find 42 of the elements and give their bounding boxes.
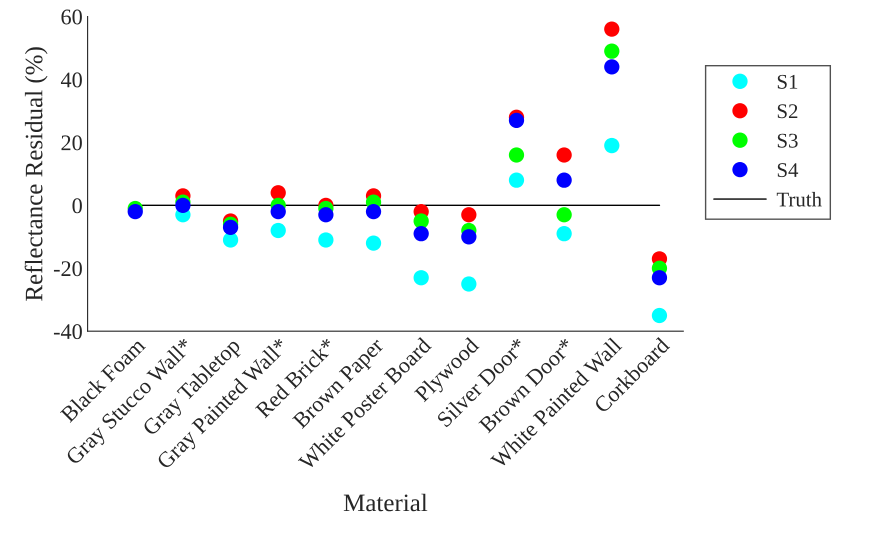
point [604, 44, 620, 59]
legend-label: Truth [776, 192, 822, 207]
point [556, 147, 572, 163]
point [461, 229, 476, 244]
legend-label: S1 [778, 74, 798, 89]
point [604, 59, 620, 75]
legend-label: S3 [778, 134, 798, 148]
point [604, 22, 620, 37]
point [414, 226, 429, 242]
x-axis-title: Material [344, 494, 428, 512]
point [366, 204, 382, 220]
y-tick-label: -40 [54, 324, 82, 340]
point [222, 220, 238, 236]
legend-label: S2 [778, 104, 798, 118]
legend-label: S4 [778, 163, 798, 178]
y-tick-label: 20 [61, 135, 82, 150]
point [461, 207, 476, 222]
point [508, 147, 524, 163]
y-tick-label: 0 [72, 198, 82, 214]
point [508, 172, 524, 188]
y-tick-label: 60 [61, 9, 82, 24]
y-tick-label: -20 [54, 261, 82, 276]
point [652, 308, 668, 324]
point [652, 270, 668, 286]
point [414, 270, 429, 286]
point [508, 112, 524, 128]
point [556, 226, 572, 242]
point [128, 204, 143, 220]
point [414, 213, 429, 229]
point [556, 207, 572, 222]
point [270, 204, 286, 220]
point [270, 185, 286, 200]
point [270, 222, 286, 238]
y-tick-label: 40 [60, 72, 82, 88]
point [366, 235, 382, 251]
y-axis-title: Reflectance Residual (%) [24, 47, 48, 301]
point [556, 172, 572, 188]
point [175, 198, 191, 213]
point [318, 207, 334, 222]
point [318, 232, 334, 248]
point [461, 276, 476, 292]
point [604, 138, 620, 154]
